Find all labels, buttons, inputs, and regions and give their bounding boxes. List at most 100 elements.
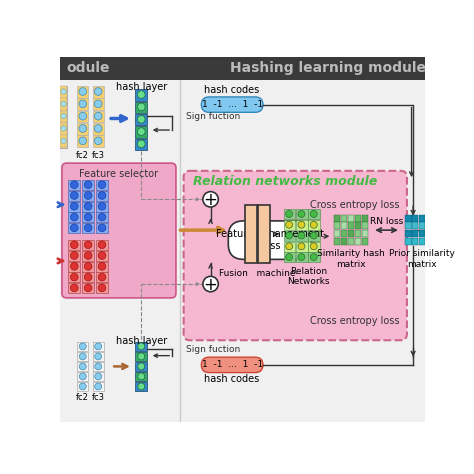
Text: fc2: fc2 xyxy=(76,393,89,402)
Text: hash codes: hash codes xyxy=(204,374,259,384)
FancyBboxPatch shape xyxy=(341,238,347,245)
FancyBboxPatch shape xyxy=(93,362,103,371)
Circle shape xyxy=(79,88,87,95)
FancyBboxPatch shape xyxy=(309,210,320,219)
FancyBboxPatch shape xyxy=(96,251,108,261)
Circle shape xyxy=(94,112,102,120)
Circle shape xyxy=(138,353,145,360)
Text: Sign fuction: Sign fuction xyxy=(186,345,240,354)
Circle shape xyxy=(84,213,92,221)
FancyBboxPatch shape xyxy=(61,111,66,122)
Circle shape xyxy=(137,103,145,111)
Circle shape xyxy=(84,202,92,210)
FancyBboxPatch shape xyxy=(77,362,88,371)
FancyBboxPatch shape xyxy=(405,238,411,245)
Circle shape xyxy=(84,252,92,259)
Circle shape xyxy=(137,91,145,99)
FancyBboxPatch shape xyxy=(61,86,66,98)
Text: fc3: fc3 xyxy=(91,393,105,402)
FancyBboxPatch shape xyxy=(82,251,94,261)
FancyBboxPatch shape xyxy=(341,215,347,222)
Text: fc2: fc2 xyxy=(76,151,89,160)
Circle shape xyxy=(286,243,292,250)
Circle shape xyxy=(61,138,66,144)
Circle shape xyxy=(98,202,106,210)
Circle shape xyxy=(310,210,317,218)
FancyBboxPatch shape xyxy=(135,138,147,150)
Circle shape xyxy=(61,113,66,119)
FancyBboxPatch shape xyxy=(68,262,81,272)
Circle shape xyxy=(84,273,92,281)
FancyBboxPatch shape xyxy=(433,230,439,237)
Circle shape xyxy=(94,88,102,95)
FancyBboxPatch shape xyxy=(405,215,411,222)
FancyBboxPatch shape xyxy=(419,222,425,229)
Circle shape xyxy=(137,140,145,148)
FancyBboxPatch shape xyxy=(347,215,354,222)
Circle shape xyxy=(138,373,145,380)
FancyBboxPatch shape xyxy=(96,191,108,201)
FancyBboxPatch shape xyxy=(405,222,411,229)
Circle shape xyxy=(298,221,305,228)
Text: Similarity hash
matrix: Similarity hash matrix xyxy=(317,249,384,269)
Circle shape xyxy=(98,252,106,259)
FancyBboxPatch shape xyxy=(355,215,361,222)
FancyBboxPatch shape xyxy=(284,220,295,230)
FancyBboxPatch shape xyxy=(77,136,88,147)
Circle shape xyxy=(79,363,86,370)
Circle shape xyxy=(84,284,92,292)
FancyBboxPatch shape xyxy=(355,238,361,245)
FancyBboxPatch shape xyxy=(77,382,88,391)
FancyBboxPatch shape xyxy=(82,201,94,212)
FancyBboxPatch shape xyxy=(412,238,419,245)
Text: +: + xyxy=(204,191,218,209)
FancyBboxPatch shape xyxy=(77,123,88,135)
Circle shape xyxy=(95,353,101,360)
Text: hash codes: hash codes xyxy=(204,85,259,95)
Circle shape xyxy=(98,284,106,292)
FancyBboxPatch shape xyxy=(135,114,147,126)
FancyBboxPatch shape xyxy=(68,180,81,190)
Circle shape xyxy=(98,224,106,232)
FancyBboxPatch shape xyxy=(82,212,94,222)
FancyBboxPatch shape xyxy=(93,372,103,381)
Text: fc3: fc3 xyxy=(91,151,105,160)
Text: Prior similarity
matrix: Prior similarity matrix xyxy=(390,249,455,269)
FancyBboxPatch shape xyxy=(426,222,432,229)
FancyBboxPatch shape xyxy=(135,101,147,113)
FancyBboxPatch shape xyxy=(245,206,257,263)
FancyBboxPatch shape xyxy=(93,111,103,122)
Circle shape xyxy=(95,373,101,380)
FancyBboxPatch shape xyxy=(96,180,108,190)
FancyBboxPatch shape xyxy=(334,238,340,245)
FancyBboxPatch shape xyxy=(82,223,94,233)
FancyBboxPatch shape xyxy=(96,212,108,222)
FancyBboxPatch shape xyxy=(77,372,88,381)
Text: Cross entropy loss: Cross entropy loss xyxy=(310,201,399,210)
FancyBboxPatch shape xyxy=(61,136,66,147)
FancyBboxPatch shape xyxy=(201,357,263,373)
Text: hash layer: hash layer xyxy=(116,82,167,91)
FancyBboxPatch shape xyxy=(77,111,88,122)
Text: hash layer: hash layer xyxy=(116,336,167,346)
FancyBboxPatch shape xyxy=(68,201,81,212)
Circle shape xyxy=(61,126,66,131)
FancyBboxPatch shape xyxy=(419,215,425,222)
Text: 1  -1  ...  1  -1: 1 -1 ... 1 -1 xyxy=(201,100,263,109)
FancyBboxPatch shape xyxy=(284,242,295,252)
Text: odule: odule xyxy=(66,62,110,75)
FancyBboxPatch shape xyxy=(77,99,88,110)
FancyBboxPatch shape xyxy=(82,273,94,283)
Circle shape xyxy=(94,100,102,108)
FancyBboxPatch shape xyxy=(68,212,81,222)
Circle shape xyxy=(203,276,219,292)
FancyBboxPatch shape xyxy=(93,123,103,135)
FancyBboxPatch shape xyxy=(309,231,320,241)
Circle shape xyxy=(95,383,101,390)
FancyBboxPatch shape xyxy=(309,253,320,263)
FancyBboxPatch shape xyxy=(61,80,425,422)
Circle shape xyxy=(138,343,145,350)
Text: Hashing learning module: Hashing learning module xyxy=(230,62,426,75)
FancyBboxPatch shape xyxy=(426,230,432,237)
FancyBboxPatch shape xyxy=(426,238,432,245)
